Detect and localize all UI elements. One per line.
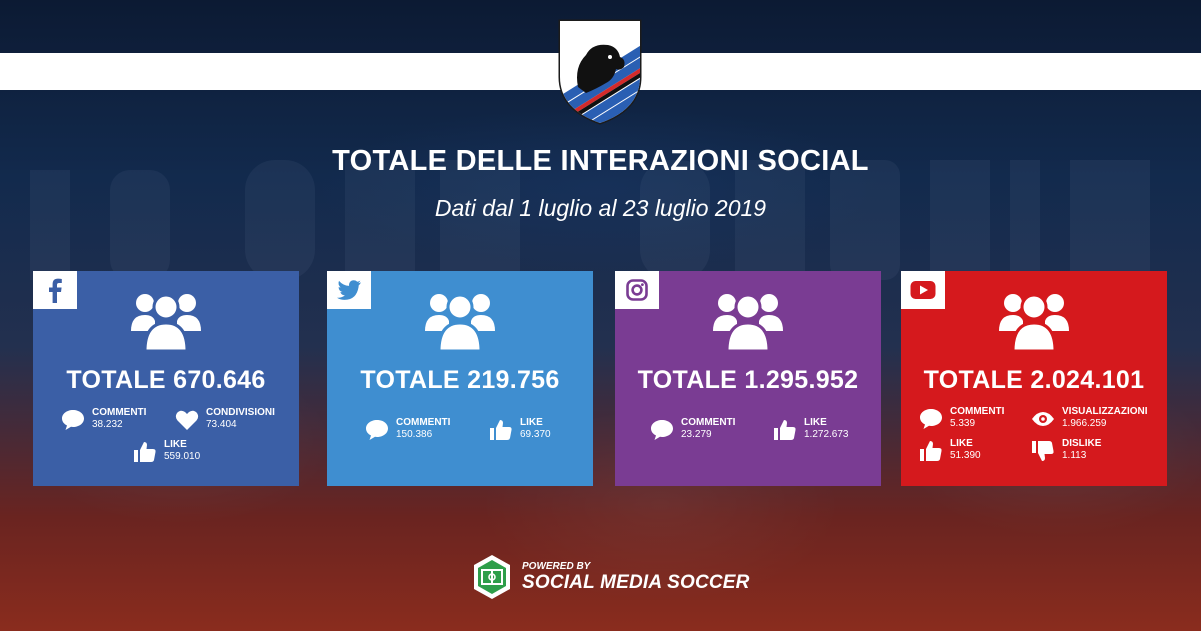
social-media-soccer-logo-icon <box>474 555 510 599</box>
likes-label: LIKE <box>520 417 543 428</box>
dislikes-label: DISLIKE <box>1062 438 1102 449</box>
comments-label: COMMENTI <box>396 417 451 428</box>
comment-icon <box>920 409 942 429</box>
eye-icon <box>1032 412 1054 426</box>
users-group-icon <box>713 293 783 351</box>
views-value: 1.966.259 <box>1062 418 1107 429</box>
youtube-total: TOTALE 2.024.101 <box>923 366 1145 394</box>
comment-icon <box>366 420 388 440</box>
likes-value: 51.390 <box>950 450 981 461</box>
facebook-likes-stat: LIKE 559.010 <box>133 439 200 463</box>
instagram-total: TOTALE 1.295.952 <box>637 366 859 394</box>
users-group-icon <box>999 293 1069 351</box>
instagram-card: TOTALE 1.295.952 COMMENTI 23.279 LIKE 1.… <box>615 271 881 486</box>
facebook-card: TOTALE 670.646 COMMENTI 38.232 CONDIVISI… <box>33 271 299 486</box>
thumbs-up-icon <box>490 420 512 440</box>
powered-by-footer: POWERED BY SOCIAL MEDIA SOCCER <box>470 553 750 601</box>
shares-value: 73.404 <box>206 419 237 430</box>
twitter-card: TOTALE 219.756 COMMENTI 150.386 LIKE 69.… <box>327 271 593 486</box>
page-subtitle: Dati dal 1 luglio al 23 luglio 2019 <box>434 195 767 221</box>
sampdoria-crest-logo <box>558 19 642 125</box>
comments-value: 5.339 <box>950 418 976 429</box>
comments-value: 150.386 <box>396 429 433 440</box>
youtube-badge <box>901 271 945 309</box>
youtube-views-stat: VISUALIZZAZIONI 1.966.259 <box>1031 406 1148 430</box>
comment-icon <box>62 410 84 430</box>
comments-label: COMMENTI <box>92 407 147 418</box>
thumbs-up-icon <box>774 420 796 440</box>
youtube-card: TOTALE 2.024.101 COMMENTI 5.339 VISUALIZ… <box>901 271 1167 486</box>
thumbs-down-icon <box>1032 441 1054 461</box>
facebook-shares-stat: CONDIVISIONI 73.404 <box>175 407 275 431</box>
instagram-likes-stat: LIKE 1.272.673 <box>773 417 849 441</box>
likes-value: 1.272.673 <box>804 429 849 440</box>
twitter-comments-stat: COMMENTI 150.386 <box>365 417 450 441</box>
twitter-icon <box>337 280 361 300</box>
youtube-comments-stat: COMMENTI 5.339 <box>919 406 1004 430</box>
users-group-icon <box>131 293 201 351</box>
likes-label: LIKE <box>804 417 827 428</box>
instagram-badge <box>615 271 659 309</box>
facebook-total: TOTALE 670.646 <box>66 366 266 394</box>
likes-value: 559.010 <box>164 451 201 462</box>
twitter-total: TOTALE 219.756 <box>360 366 560 394</box>
powered-by-label: POWERED BY <box>522 560 591 572</box>
dislikes-value: 1.113 <box>1062 450 1087 461</box>
twitter-badge <box>327 271 371 309</box>
youtube-dislikes-stat: DISLIKE 1.113 <box>1031 438 1101 462</box>
thumbs-up-icon <box>134 442 156 462</box>
comment-icon <box>651 420 673 440</box>
brand-name: SOCIAL MEDIA SOCCER <box>522 571 750 593</box>
instagram-comments-stat: COMMENTI 23.279 <box>650 417 735 441</box>
facebook-icon <box>49 278 62 303</box>
views-label: VISUALIZZAZIONI <box>1062 406 1148 417</box>
youtube-icon <box>910 281 936 299</box>
comments-label: COMMENTI <box>950 406 1005 417</box>
comments-value: 38.232 <box>92 419 123 430</box>
heart-icon <box>175 410 199 430</box>
likes-label: LIKE <box>164 439 187 450</box>
likes-label: LIKE <box>950 438 973 449</box>
youtube-likes-stat: LIKE 51.390 <box>919 438 981 462</box>
shares-label: CONDIVISIONI <box>206 407 275 418</box>
twitter-likes-stat: LIKE 69.370 <box>489 417 551 441</box>
users-group-icon <box>425 293 495 351</box>
facebook-badge <box>33 271 77 309</box>
likes-value: 69.370 <box>520 429 551 440</box>
page-title: TOTALE DELLE INTERAZIONI SOCIAL <box>332 145 869 177</box>
instagram-icon <box>626 279 648 301</box>
thumbs-up-icon <box>920 441 942 461</box>
comments-label: COMMENTI <box>681 417 736 428</box>
facebook-comments-stat: COMMENTI 38.232 <box>61 407 146 431</box>
comments-value: 23.279 <box>681 429 712 440</box>
